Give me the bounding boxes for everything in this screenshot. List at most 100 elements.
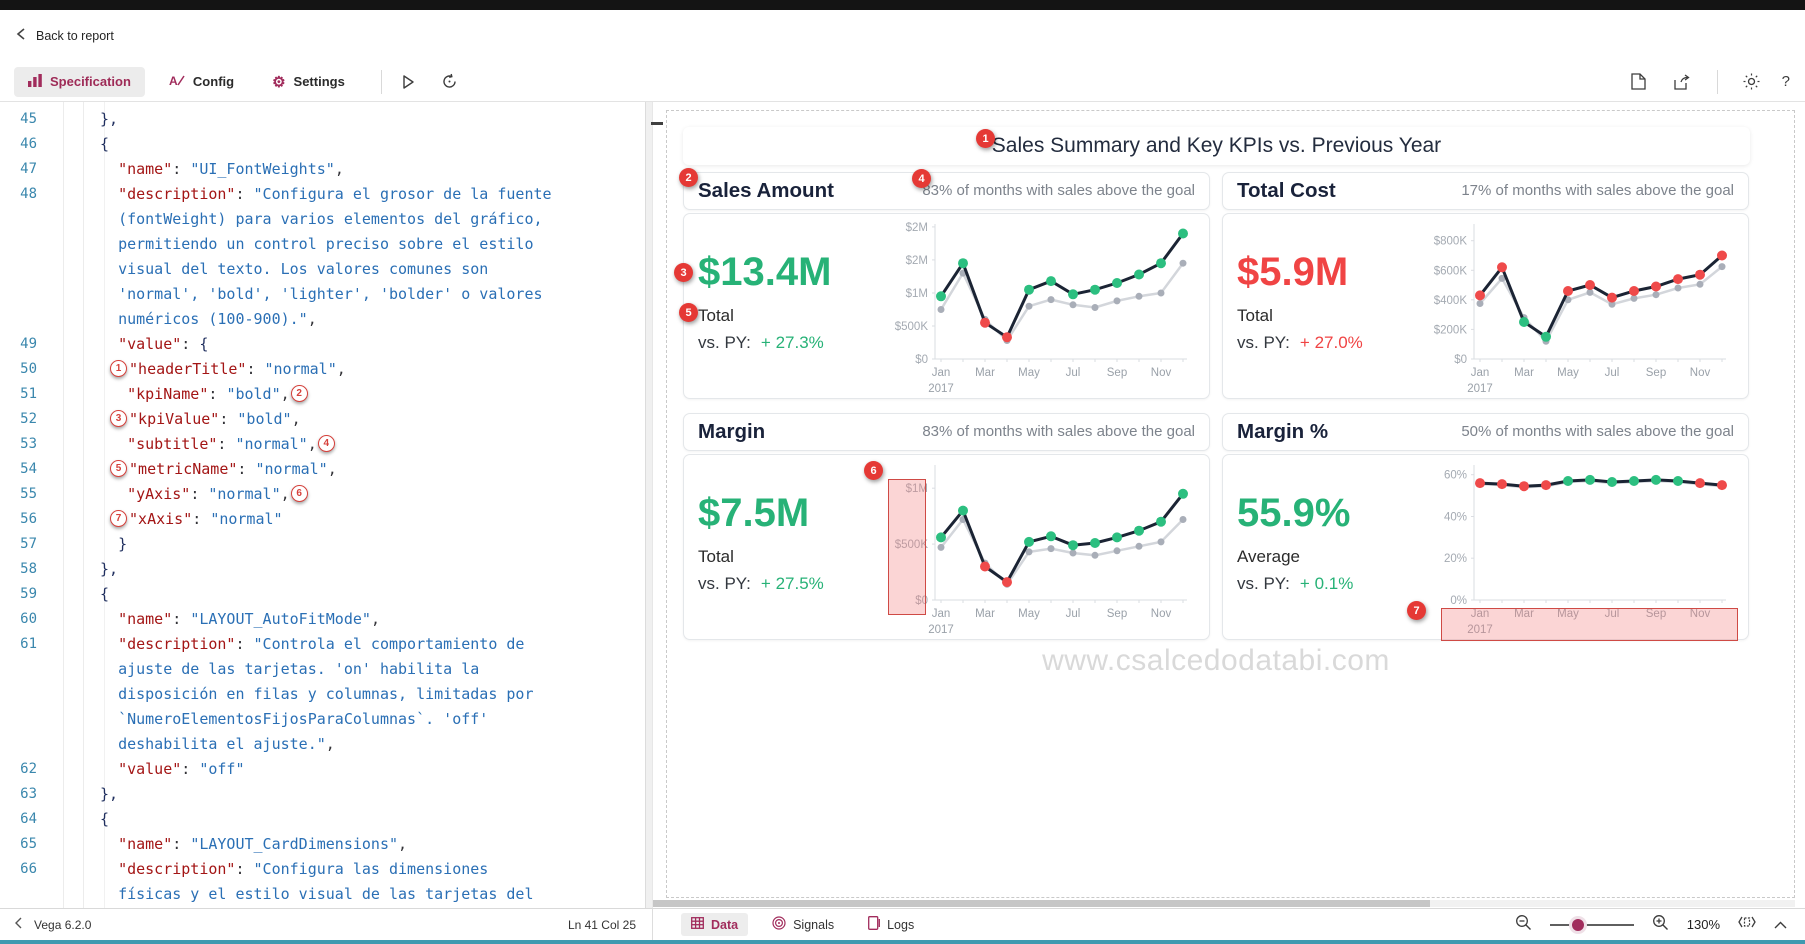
code-token: "name" <box>118 835 173 853</box>
code-token: , <box>280 385 290 403</box>
card-body: $7.5M Total vs. PY: + 27.5% $0 $500K $1M Jan… <box>683 454 1210 640</box>
code-line[interactable]: 59 { <box>0 582 645 607</box>
help-icon[interactable]: ? <box>1781 73 1790 90</box>
code-line[interactable]: 65 "name": "LAYOUT_CardDimensions", <box>0 832 645 857</box>
code-line[interactable]: 60 "name": "LAYOUT_AutoFitMode", <box>0 607 645 632</box>
code-line[interactable]: 53 "subtitle": "normal", 4 <box>0 432 645 457</box>
code-token: , <box>307 435 317 453</box>
resize-handle[interactable] <box>651 122 663 125</box>
code-line[interactable]: 64 { <box>0 807 645 832</box>
collapse-chevron-icon[interactable] <box>14 917 22 932</box>
panel-splitter[interactable] <box>645 102 653 908</box>
code-line[interactable]: 62 "value": "off" <box>0 757 645 782</box>
code-line[interactable]: 50 1 "headerTitle": "normal", <box>0 357 645 382</box>
back-to-report-link[interactable]: Back to report <box>36 29 114 43</box>
code-line[interactable]: 61 "description": "Controla el comportam… <box>0 632 645 657</box>
code-line[interactable]: visual del texto. Los valores comunes so… <box>0 257 645 282</box>
code-line[interactable]: (fontWeight) para varios elementos del g… <box>0 207 645 232</box>
code-line[interactable]: 66 "description": "Configura las dimensi… <box>0 857 645 882</box>
theme-sun-icon[interactable] <box>1738 68 1766 96</box>
code-annotation-badge: 1 <box>110 359 128 377</box>
card-header: Margin 83% of months with sales above th… <box>683 413 1210 451</box>
kpi-metric-label: Total <box>1237 306 1273 325</box>
code-line[interactable]: 52 3 "kpiValue": "bold", <box>0 407 645 432</box>
export-share-icon[interactable] <box>1669 68 1697 96</box>
code-token: }, <box>100 560 119 578</box>
logs-document-icon <box>868 916 881 933</box>
fit-to-screen-icon[interactable] <box>1738 914 1756 935</box>
kpi-value: $7.5M <box>698 491 810 535</box>
back-chevron-icon[interactable] <box>16 27 26 46</box>
code-line[interactable]: deshabilita el ajuste.", <box>0 732 645 757</box>
svg-text:May: May <box>1557 608 1579 620</box>
code-token <box>100 235 118 253</box>
svg-text:Jan: Jan <box>1471 367 1490 379</box>
debug-bottom-bar: Data Signals Logs 130% <box>653 908 1805 940</box>
line-number: 50 <box>20 361 37 377</box>
code-line[interactable]: físicas y el estilo visual de las tarjet… <box>0 882 645 907</box>
line-number: 65 <box>20 836 37 852</box>
kpi-card-total-cost: Total Cost 17% of months with sales abov… <box>1222 172 1749 399</box>
zoom-in-icon[interactable] <box>1652 914 1669 936</box>
spec-code-editor[interactable]: 45}, 46{47 "name": "UI_FontWeights", 48 "d… <box>0 102 645 908</box>
collapse-panel-chevron-icon[interactable] <box>1774 916 1787 934</box>
code-line[interactable]: `NumeroElementosFijosParaColumnas`. 'off… <box>0 707 645 732</box>
code-line[interactable]: 46 { <box>0 132 645 157</box>
code-line[interactable]: 58}, <box>0 557 645 582</box>
code-line[interactable]: disposición en filas y columnas, limitad… <box>0 682 645 707</box>
slider-knob[interactable] <box>1571 918 1584 931</box>
visual-top-strip <box>0 0 1805 10</box>
code-line[interactable]: 57 } <box>0 532 645 557</box>
report-title-banner: Sales Summary and Key KPIs vs. Previous … <box>683 127 1750 165</box>
zoom-slider[interactable] <box>1549 918 1634 931</box>
tab-data[interactable]: Data <box>681 913 749 936</box>
code-line[interactable]: 47 "name": "UI_FontWeights", <box>0 157 645 182</box>
kpi-metric-label: Total <box>698 306 734 325</box>
code-line[interactable]: 45}, <box>0 107 645 132</box>
bottom-teal-strip <box>0 940 1805 944</box>
code-token: "subtitle" <box>127 435 218 453</box>
tab-config[interactable]: A Config <box>155 66 248 97</box>
zoom-level-label: 130% <box>1686 917 1720 932</box>
scrollbar-thumb[interactable] <box>653 900 1430 907</box>
code-line[interactable]: 51 "kpiName": "bold", 2 <box>0 382 645 407</box>
code-token: "value" <box>118 760 182 778</box>
code-annotation-badge: 3 <box>110 409 128 427</box>
code-token <box>100 485 127 503</box>
code-token <box>100 635 118 653</box>
code-line[interactable]: 55 "yAxis": "normal", 6 <box>0 482 645 507</box>
code-line[interactable]: 49 "value": { <box>0 332 645 357</box>
code-line[interactable]: numéricos (100-900).", <box>0 307 645 332</box>
zoom-out-icon[interactable] <box>1515 914 1532 936</box>
tab-signals[interactable]: Signals <box>762 912 844 937</box>
code-token: : <box>192 510 211 528</box>
code-line[interactable]: 54 5 "metricName": "normal", <box>0 457 645 482</box>
tab-logs[interactable]: Logs <box>858 912 924 937</box>
code-line[interactable]: 'normal', 'bold', 'lighter', 'bolder' o … <box>0 282 645 307</box>
gutter-guide <box>63 102 64 908</box>
svg-text:$800K: $800K <box>1434 236 1468 248</box>
code-token: }, <box>100 110 119 128</box>
vs-value: + 27.0% <box>1299 333 1363 352</box>
code-annotation-badge: 7 <box>110 509 128 527</box>
svg-text:Jul: Jul <box>1066 608 1081 620</box>
card-goal-subtitle: 83% of months with sales above the goal <box>922 182 1195 199</box>
code-token: "value" <box>118 335 182 353</box>
code-line[interactable]: 48 "description": "Configura el grosor d… <box>0 182 645 207</box>
tab-settings[interactable]: ⚙ Settings <box>258 66 359 98</box>
new-spec-icon[interactable] <box>1625 68 1653 96</box>
code-line[interactable]: ajuste de las tarjetas. 'on' habilita la <box>0 657 645 682</box>
line-number <box>0 207 58 232</box>
code-token <box>100 610 118 628</box>
svg-text:$0: $0 <box>1454 354 1467 366</box>
tab-label: Config <box>192 74 235 89</box>
code-line[interactable]: permitiendo un control preciso sobre el … <box>0 232 645 257</box>
code-token: deshabilita el ajuste." <box>118 735 326 753</box>
auto-apply-history-icon[interactable] <box>436 68 464 96</box>
preview-horizontal-scrollbar[interactable] <box>653 900 1795 907</box>
tab-specification[interactable]: Specification <box>14 66 145 97</box>
run-play-button[interactable] <box>394 68 422 96</box>
code-line[interactable]: 63}, <box>0 782 645 807</box>
vs-label: vs. PY: <box>698 333 751 352</box>
code-line[interactable]: 56 7 "xAxis": "normal" <box>0 507 645 532</box>
